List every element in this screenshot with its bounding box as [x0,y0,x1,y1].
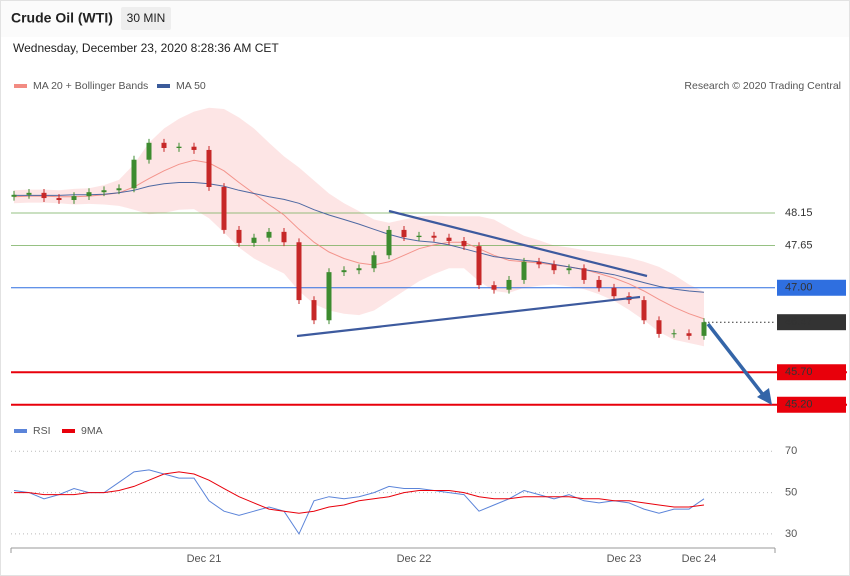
interval-label: 30 MIN [127,11,166,25]
x-tick-label: Dec 22 [397,553,432,565]
candle-body [86,192,92,197]
level-label: 48.15 [785,207,813,219]
candle-body [656,320,662,334]
legend-swatch [14,84,27,88]
candle-body [296,242,302,301]
candle-body [236,229,242,243]
x-tick-label: Dec 21 [187,553,222,565]
bollinger-band [14,107,704,347]
legend-label: 9MA [81,425,103,437]
candle-body [41,192,47,199]
projection-arrow-head [757,388,772,405]
timestamp: Wednesday, December 23, 2020 8:28:36 AM … [13,41,279,55]
level-label: 47.65 [785,239,813,251]
candle-body [311,300,317,321]
legend-swatch [14,429,27,433]
x-tick-label: Dec 24 [682,553,717,565]
candle-body [416,235,422,238]
indicator-line [14,471,705,514]
level-label: 46.47 [785,316,813,328]
candle-body [206,149,212,187]
ma-line [14,182,705,293]
level-label: 45.70 [785,366,813,378]
legend-label: RSI [33,425,51,437]
candle-body [11,194,17,197]
candle-body [491,285,497,290]
rsi-panel: RSI 9MA 70 50 30 [11,425,797,540]
candle-body [686,333,692,336]
level-badge [777,396,846,413]
candle-body [56,198,62,200]
legend-swatch [157,84,170,88]
candle-body [671,333,677,335]
level-label: 45.20 [785,399,813,411]
candle-body [551,264,557,271]
level-badge [777,364,846,381]
candle-body [71,196,77,200]
candle-body [386,229,392,256]
candle-body [401,229,407,238]
level-label: 47.00 [785,282,813,294]
legend-label: MA 50 [176,80,206,92]
candle-body [341,270,347,273]
x-tick-label: Dec 23 [607,553,642,565]
interval-badge [121,7,171,30]
support-trendline [296,295,641,338]
candle-body [446,237,452,241]
level-badge [777,314,846,331]
candle-body [176,146,182,148]
level-badge [777,279,846,296]
candle-body [521,261,527,280]
candle-body [356,268,362,271]
price-panel: MA 20 + Bollinger Bands MA 50 Research © 2… [10,80,847,565]
candle-body [116,188,122,191]
candle-body [251,237,257,243]
y-tick-label: 30 [785,528,797,540]
source-note: Research © 2020 Trading Central [684,80,841,92]
candle-body [701,322,707,336]
candle-body [611,287,617,297]
candle-body [431,235,437,238]
legend-swatch [62,429,75,433]
legend-label: MA 20 + Bollinger Bands [33,80,148,92]
candle-body [476,246,482,286]
candle-body [161,142,167,148]
candle-body [131,159,137,189]
projection-arrow [706,322,766,398]
resistance-trendline [388,209,648,278]
candle-body [566,268,572,271]
candle-body [326,272,332,321]
candle-body [581,268,587,280]
candle-body [281,231,287,243]
candle-body [26,192,32,195]
candle-body [221,187,227,230]
y-tick-label: 70 [785,445,797,457]
candle-body [101,190,107,193]
candle-body [146,142,152,160]
candle-body [266,231,272,238]
y-tick-label: 50 [785,486,797,498]
candle-body [641,300,647,321]
candle-body [506,279,512,290]
indicator-line [13,469,705,535]
candle-body [371,255,377,269]
candle-body [191,146,197,150]
candle-body [536,261,542,265]
candle-body [596,279,602,288]
candle-body [461,240,467,247]
instrument-title: Crude Oil (WTI) [11,10,113,26]
